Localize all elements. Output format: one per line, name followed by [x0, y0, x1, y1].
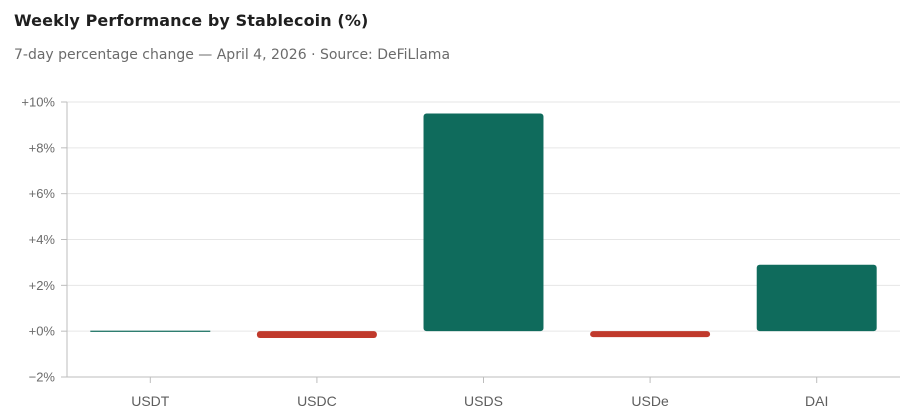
chart-subtitle: 7-day percentage change — April 4, 2026 …: [14, 47, 451, 63]
y-tick-label: +10%: [21, 95, 55, 110]
chart-title: Weekly Performance by Stablecoin (%): [14, 11, 369, 30]
y-tick-label: +0%: [29, 324, 56, 339]
bar-usdc: [256, 331, 377, 339]
x-tick-label-dai: DAI: [805, 393, 828, 409]
bar-usds: [423, 113, 544, 332]
x-tick-label-usdc: USDC: [297, 393, 337, 409]
y-tick-label: +8%: [29, 140, 56, 155]
y-tick-label: −2%: [29, 370, 56, 385]
y-tick-label: +4%: [29, 232, 56, 247]
bar-dai: [756, 264, 877, 332]
y-tick-label: +2%: [29, 278, 56, 293]
x-tick-label-usde: USDe: [631, 393, 669, 409]
bar-usdt: [90, 330, 211, 332]
bar-usde: [590, 331, 711, 338]
x-tick-label-usdt: USDT: [131, 393, 170, 409]
x-tick-label-usds: USDS: [464, 393, 503, 409]
y-tick-label: +6%: [29, 186, 56, 201]
